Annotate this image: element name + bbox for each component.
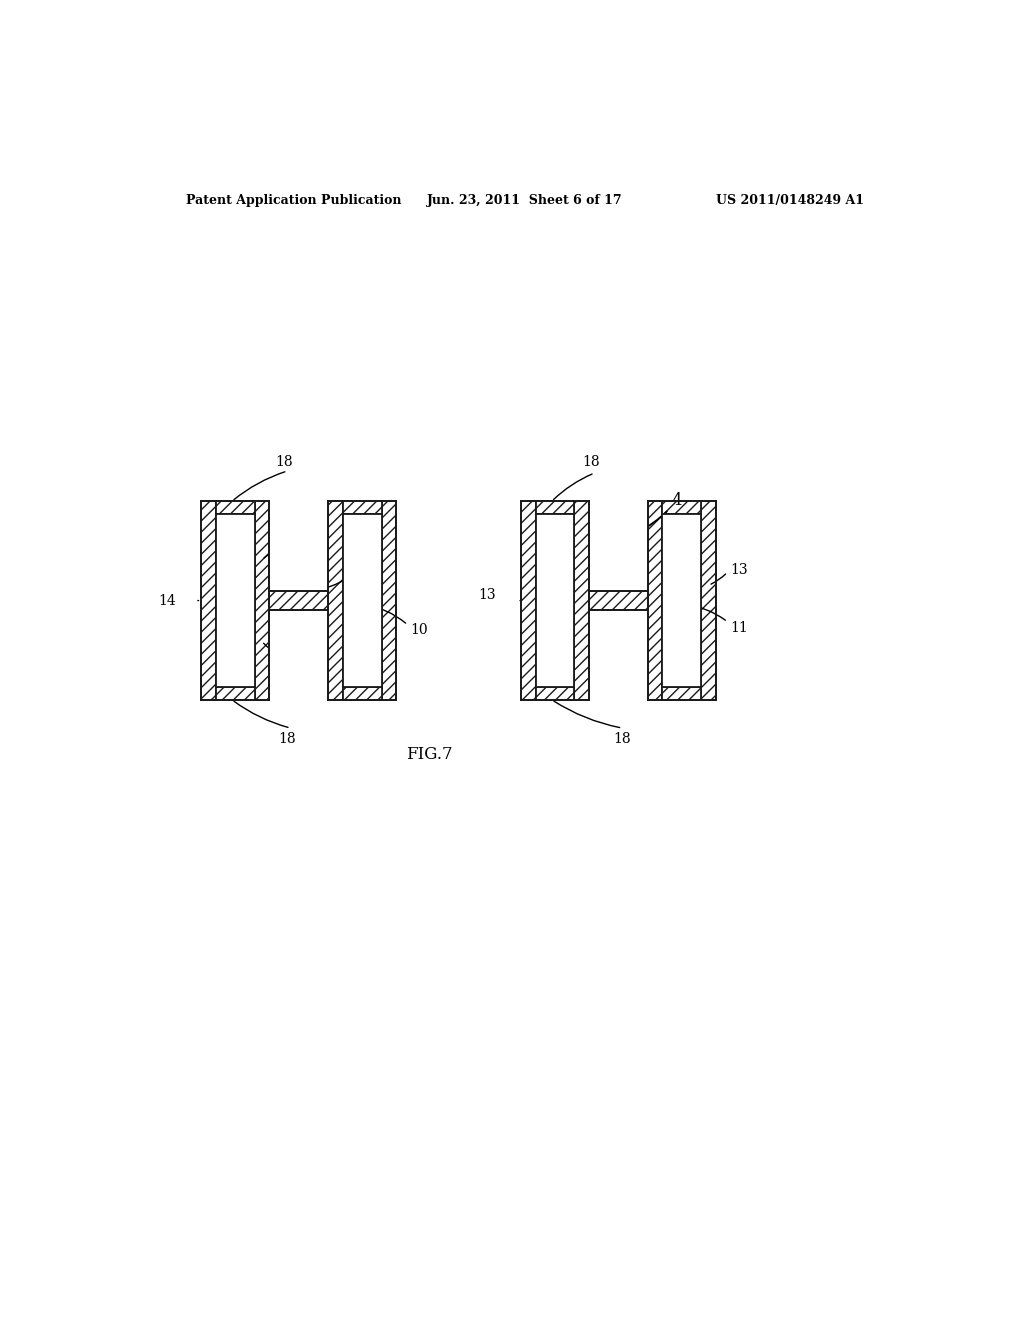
Text: 18: 18 bbox=[582, 455, 599, 469]
Bar bbox=[574, 502, 589, 700]
Bar bbox=[589, 610, 648, 688]
Text: 18: 18 bbox=[278, 733, 296, 746]
Bar bbox=[269, 591, 329, 610]
Text: 13: 13 bbox=[730, 564, 748, 577]
Text: Jun. 23, 2011  Sheet 6 of 17: Jun. 23, 2011 Sheet 6 of 17 bbox=[427, 194, 623, 207]
Bar bbox=[648, 502, 663, 700]
Text: 14: 14 bbox=[631, 656, 648, 671]
Bar bbox=[216, 513, 255, 688]
Bar bbox=[255, 502, 269, 700]
Bar bbox=[216, 502, 255, 513]
Bar bbox=[663, 502, 701, 513]
Text: 14: 14 bbox=[159, 594, 176, 607]
Bar bbox=[343, 502, 382, 513]
Bar bbox=[269, 610, 329, 688]
Bar bbox=[663, 688, 701, 700]
Bar bbox=[589, 591, 648, 610]
Text: 14: 14 bbox=[631, 525, 648, 540]
Bar bbox=[536, 502, 574, 513]
Bar bbox=[269, 513, 329, 591]
Text: FIG.7: FIG.7 bbox=[407, 746, 453, 763]
Bar bbox=[536, 688, 574, 700]
Bar bbox=[382, 502, 396, 700]
Text: 14: 14 bbox=[362, 554, 380, 569]
Text: 11: 11 bbox=[730, 620, 748, 635]
Text: 18: 18 bbox=[613, 733, 631, 746]
Text: 18: 18 bbox=[275, 455, 293, 469]
Text: Patent Application Publication: Patent Application Publication bbox=[186, 194, 401, 207]
Text: 13: 13 bbox=[478, 589, 496, 602]
Text: 13: 13 bbox=[305, 524, 323, 537]
Bar bbox=[536, 513, 574, 688]
Bar bbox=[663, 513, 701, 688]
Bar bbox=[701, 502, 716, 700]
Bar bbox=[589, 513, 648, 591]
Text: 4: 4 bbox=[605, 492, 682, 544]
Bar bbox=[521, 502, 536, 700]
Bar bbox=[343, 513, 382, 688]
Bar bbox=[329, 502, 343, 700]
Text: 13: 13 bbox=[275, 661, 293, 676]
Text: 10: 10 bbox=[411, 623, 428, 638]
Bar bbox=[216, 688, 255, 700]
Bar bbox=[202, 502, 216, 700]
Bar bbox=[343, 688, 382, 700]
Text: US 2011/0148249 A1: US 2011/0148249 A1 bbox=[716, 194, 863, 207]
